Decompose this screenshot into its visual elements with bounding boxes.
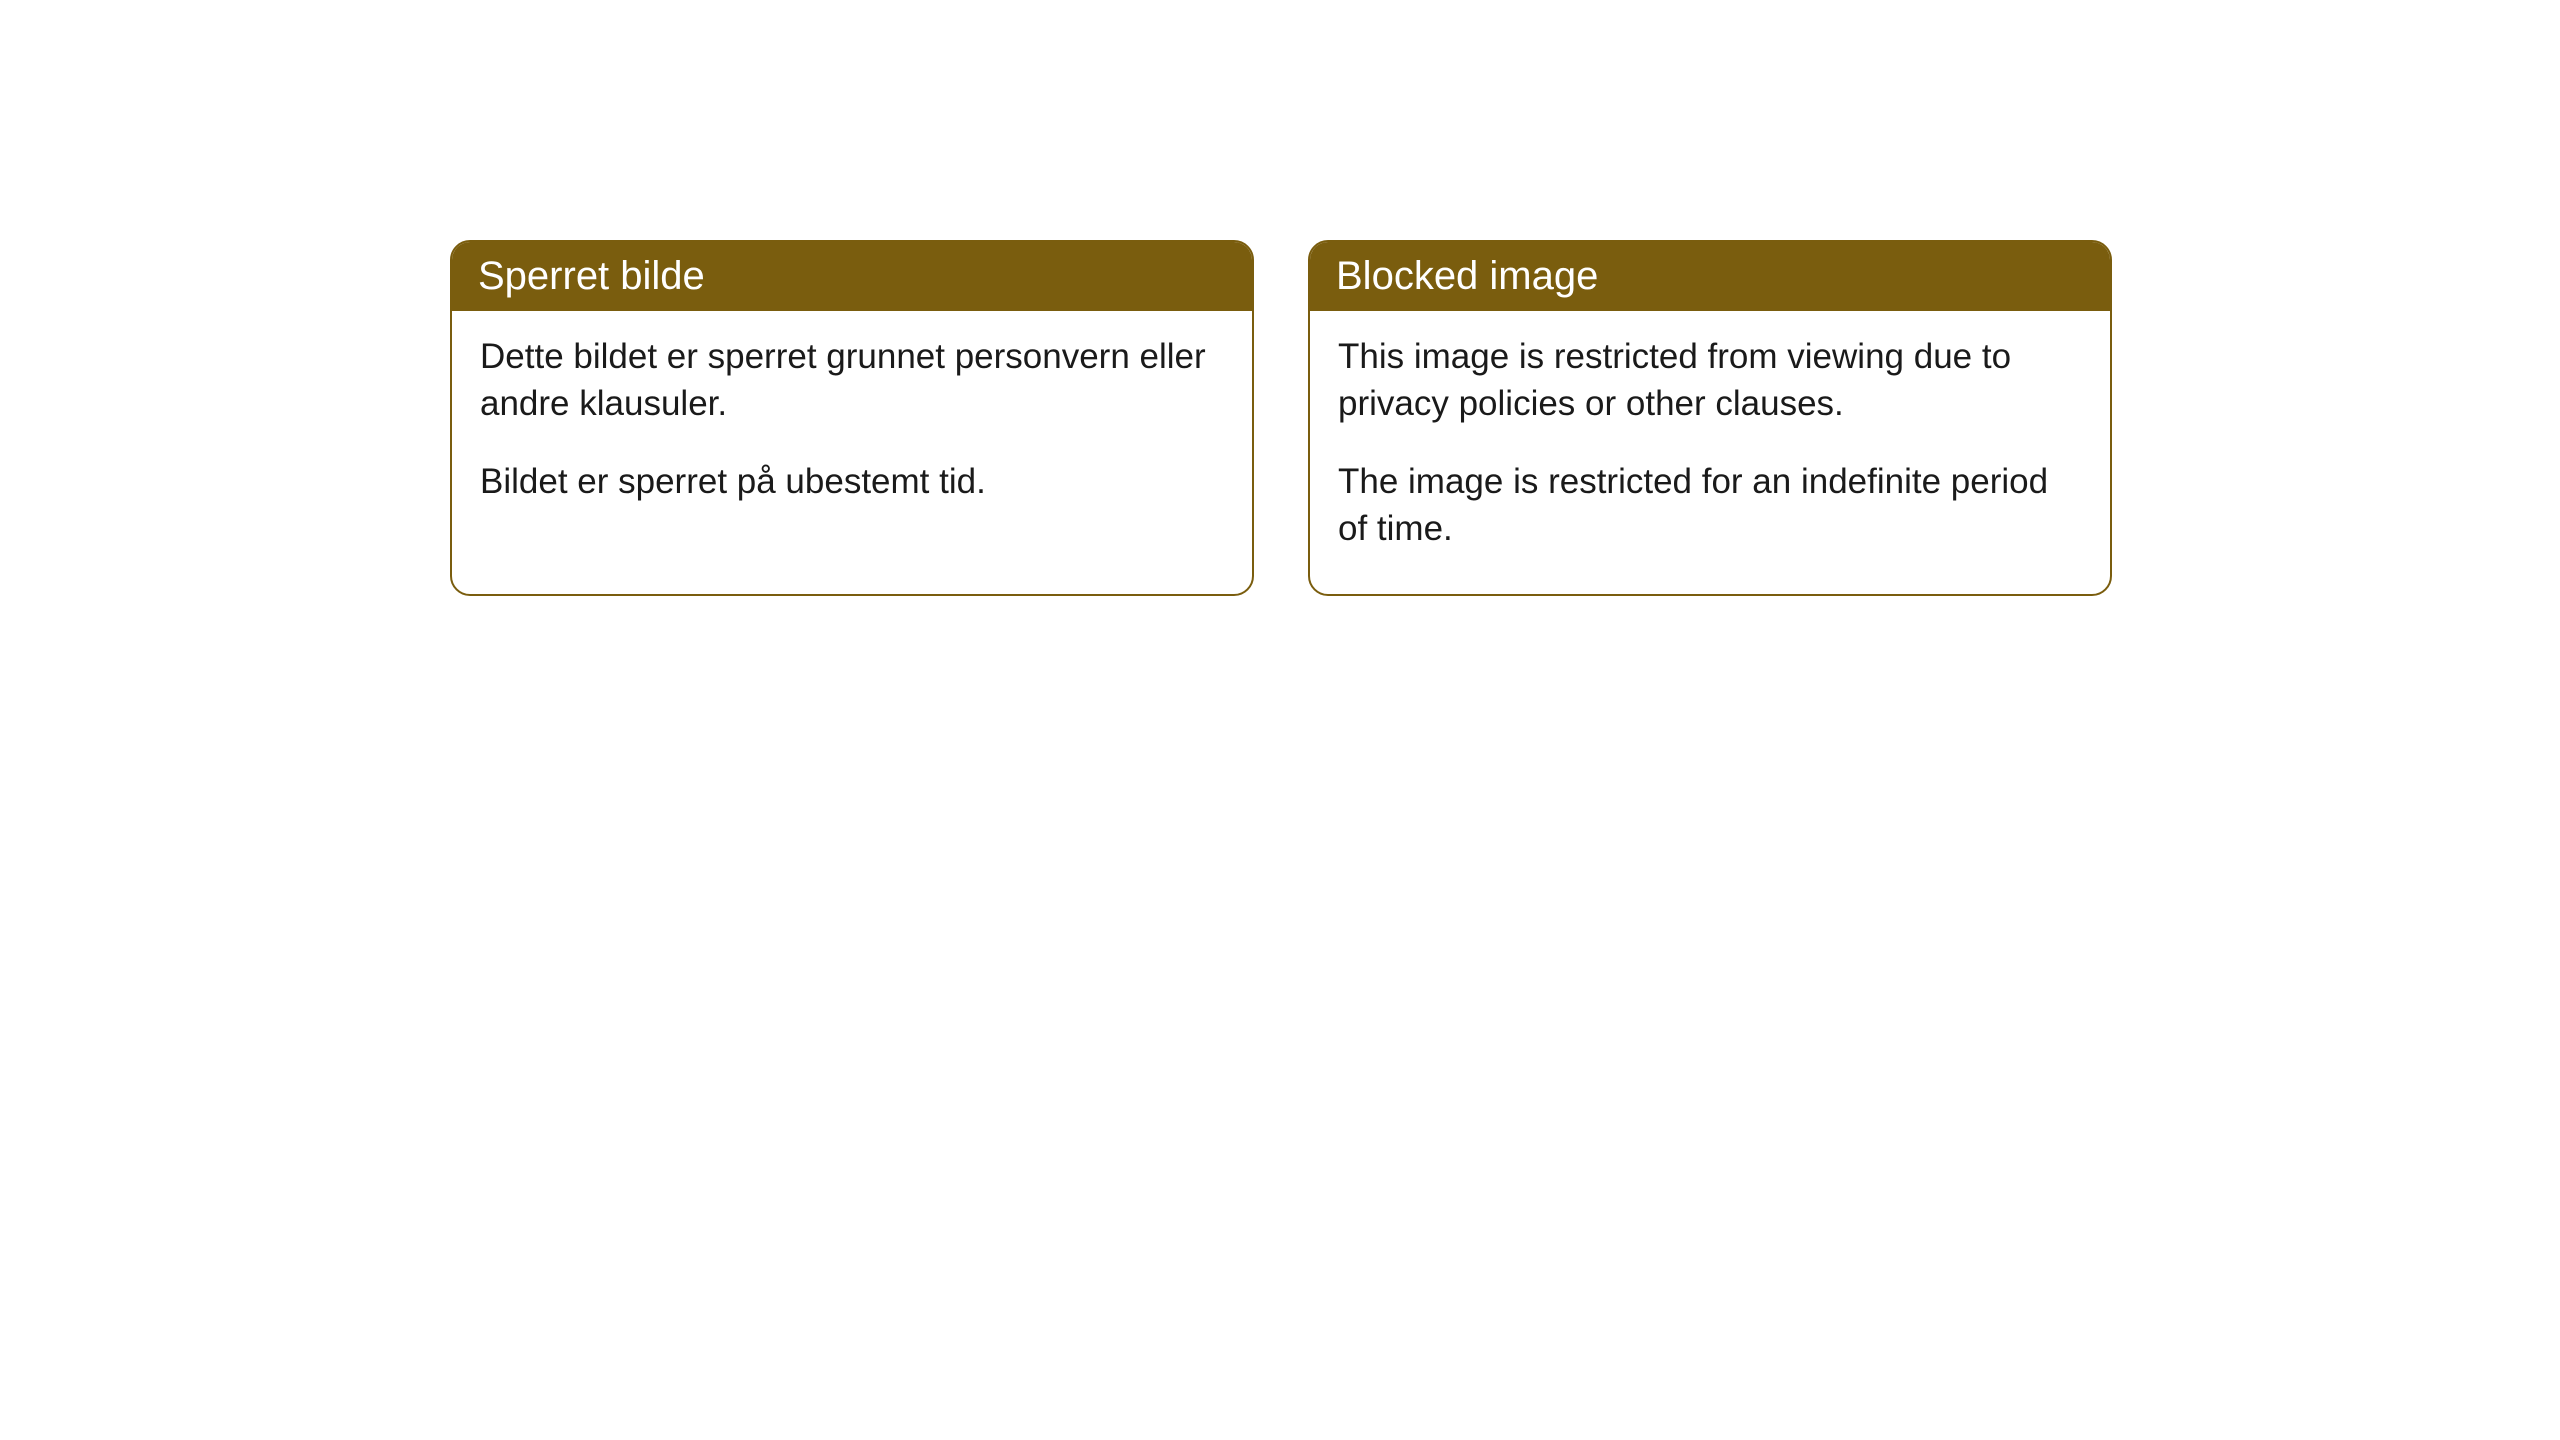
card-text-1: Dette bildet er sperret grunnet personve… (480, 333, 1224, 428)
card-title: Blocked image (1336, 254, 1598, 298)
card-text-2: The image is restricted for an indefinit… (1338, 458, 2082, 553)
card-body: This image is restricted from viewing du… (1310, 311, 2110, 594)
cards-container: Sperret bilde Dette bildet er sperret gr… (0, 0, 2560, 596)
blocked-image-card-norwegian: Sperret bilde Dette bildet er sperret gr… (450, 240, 1254, 596)
card-header: Sperret bilde (452, 242, 1252, 311)
blocked-image-card-english: Blocked image This image is restricted f… (1308, 240, 2112, 596)
card-text-2: Bildet er sperret på ubestemt tid. (480, 458, 1224, 505)
card-text-1: This image is restricted from viewing du… (1338, 333, 2082, 428)
card-title: Sperret bilde (478, 254, 705, 298)
card-body: Dette bildet er sperret grunnet personve… (452, 311, 1252, 547)
card-header: Blocked image (1310, 242, 2110, 311)
